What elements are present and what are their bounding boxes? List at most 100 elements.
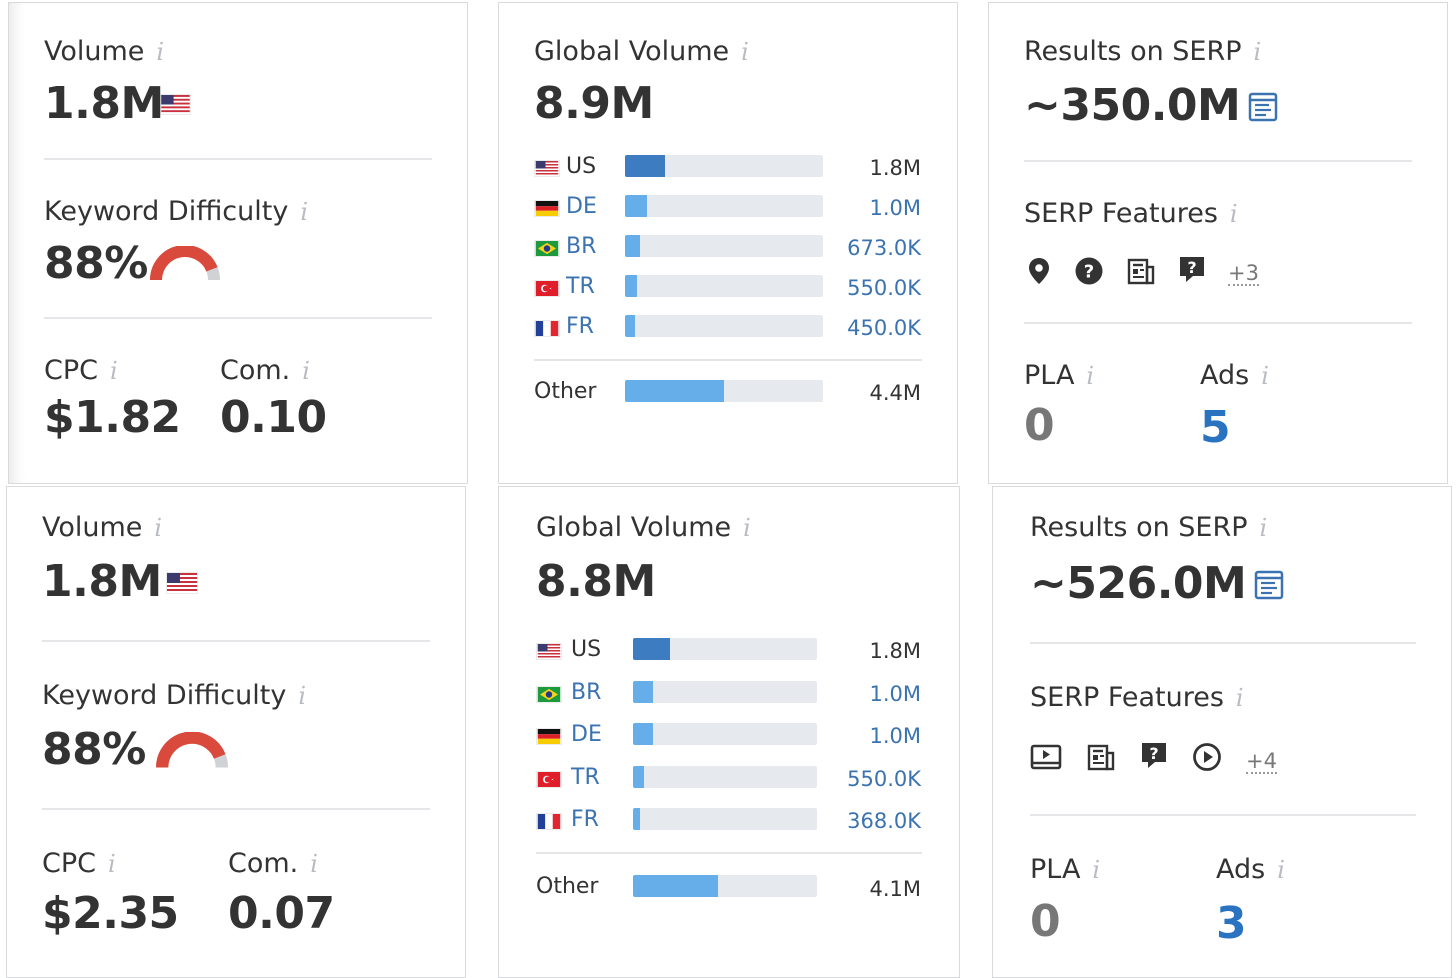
more-features-link[interactable]: +3 xyxy=(1228,261,1259,286)
country-code-br[interactable]: BR xyxy=(566,234,597,259)
country-bar-fill xyxy=(633,680,654,703)
country-value-de[interactable]: 1.0M xyxy=(869,724,921,748)
kd-label: Keyword Difficulty xyxy=(44,196,289,227)
other-label: Other xyxy=(534,379,597,404)
svg-text:?: ? xyxy=(1084,262,1094,283)
country-code-de[interactable]: DE xyxy=(566,194,597,219)
info-icon[interactable]: i xyxy=(310,850,318,878)
other-value: 4.4M xyxy=(869,381,921,405)
divider xyxy=(536,852,922,854)
info-icon[interactable]: i xyxy=(154,514,163,542)
ads-value[interactable]: 3 xyxy=(1216,898,1247,949)
global-volume-label-row: Global Volume i xyxy=(534,36,749,67)
fr-flag-icon xyxy=(534,320,560,337)
more-features-link[interactable]: +4 xyxy=(1246,749,1277,774)
country-code-us: US xyxy=(571,637,602,662)
com-label: Com. xyxy=(228,848,299,879)
country-value-de[interactable]: 1.0M xyxy=(869,196,921,220)
country-bar xyxy=(625,155,823,177)
global-volume-value: 8.9M xyxy=(534,78,654,129)
info-icon[interactable]: i xyxy=(1086,362,1095,390)
global-volume-value: 8.8M xyxy=(536,556,656,607)
country-bar-fill xyxy=(625,195,647,217)
country-bar-fill xyxy=(625,155,665,177)
country-bar-fill xyxy=(625,235,640,257)
ads-value[interactable]: 5 xyxy=(1200,402,1231,453)
com-label: Com. xyxy=(220,355,291,386)
global-volume-label: Global Volume xyxy=(534,36,730,67)
play-circle-icon[interactable] xyxy=(1192,742,1222,772)
info-icon[interactable]: i xyxy=(302,357,310,385)
info-icon[interactable]: i xyxy=(1229,200,1238,228)
other-value: 4.1M xyxy=(869,877,921,901)
country-code-fr[interactable]: FR xyxy=(566,314,594,339)
info-icon[interactable]: i xyxy=(1261,362,1269,390)
news-icon[interactable] xyxy=(1086,742,1116,772)
volume-label-row: Volume i xyxy=(42,512,162,543)
country-code-fr[interactable]: FR xyxy=(571,807,599,832)
info-icon[interactable]: i xyxy=(1235,684,1244,712)
info-icon[interactable]: i xyxy=(743,514,751,542)
results-label: Results on SERP xyxy=(1024,36,1242,67)
info-icon[interactable]: i xyxy=(1277,856,1285,884)
volume-value: 1.8M xyxy=(44,78,164,129)
overview-card-bottom xyxy=(6,486,466,978)
country-code-us: US xyxy=(566,154,597,179)
country-code-tr[interactable]: TR xyxy=(571,764,600,790)
country-bar-fill xyxy=(633,808,641,830)
country-bar xyxy=(633,638,817,660)
serp-features-label: SERP Features xyxy=(1030,682,1224,713)
kd-label-row: Keyword Difficulty i xyxy=(44,196,308,227)
us-flag-icon xyxy=(536,643,562,660)
country-value-br[interactable]: 1.0M xyxy=(869,681,921,706)
info-icon[interactable]: i xyxy=(156,38,165,66)
country-value-br[interactable]: 673.0K xyxy=(847,236,921,260)
country-code-br[interactable]: BR xyxy=(571,679,602,705)
country-code-de[interactable]: DE xyxy=(571,722,602,747)
global-volume-label: Global Volume xyxy=(536,512,732,543)
results-value-row: ~526.0M xyxy=(1030,558,1284,609)
country-code-tr[interactable]: TR xyxy=(566,274,595,299)
question-circle-icon[interactable]: ? xyxy=(1074,256,1104,286)
location-pin-icon[interactable] xyxy=(1024,256,1054,286)
other-bar xyxy=(625,380,823,402)
de-flag-icon xyxy=(534,200,560,217)
pla-label-row: PLA i xyxy=(1030,854,1100,885)
country-value-fr[interactable]: 368.0K xyxy=(847,809,921,833)
other-label: Other xyxy=(536,874,599,899)
info-icon[interactable]: i xyxy=(1259,514,1268,542)
country-value-tr[interactable]: 550.0K xyxy=(847,276,921,300)
question-bubble-icon[interactable]: ? xyxy=(1139,740,1169,770)
info-icon[interactable]: i xyxy=(110,357,118,385)
divider xyxy=(42,808,430,810)
country-bar-fill xyxy=(625,275,638,297)
serp-features-label: SERP Features xyxy=(1024,198,1218,229)
country-value-tr[interactable]: 550.0K xyxy=(847,766,921,791)
info-icon[interactable]: i xyxy=(298,682,307,710)
br-flag-icon xyxy=(536,685,562,703)
kd-label: Keyword Difficulty xyxy=(42,680,287,711)
fr-flag-icon xyxy=(536,813,562,830)
info-icon[interactable]: i xyxy=(1253,38,1262,66)
us-flag-icon xyxy=(160,94,191,115)
ads-label-row: Ads i xyxy=(1216,854,1285,885)
divider xyxy=(44,158,432,160)
question-bubble-icon[interactable]: ? xyxy=(1177,254,1207,284)
info-icon[interactable]: i xyxy=(1092,856,1101,884)
video-icon[interactable] xyxy=(1030,742,1062,772)
serp-snapshot-icon[interactable] xyxy=(1254,570,1284,600)
divider xyxy=(534,359,922,361)
news-icon[interactable] xyxy=(1126,256,1156,286)
serp-snapshot-icon[interactable] xyxy=(1248,92,1278,122)
com-label-row: Com. i xyxy=(220,355,310,386)
info-icon[interactable]: i xyxy=(108,850,116,878)
de-flag-icon xyxy=(536,728,562,745)
serp-features-label-row: SERP Features i xyxy=(1030,682,1244,713)
volume-label-row: Volume i xyxy=(44,36,164,67)
country-bar-fill xyxy=(633,723,654,745)
info-icon[interactable]: i xyxy=(300,198,309,226)
results-label: Results on SERP xyxy=(1030,512,1248,543)
svg-text:?: ? xyxy=(1149,744,1158,763)
info-icon[interactable]: i xyxy=(741,38,749,66)
country-value-fr[interactable]: 450.0K xyxy=(847,316,921,340)
